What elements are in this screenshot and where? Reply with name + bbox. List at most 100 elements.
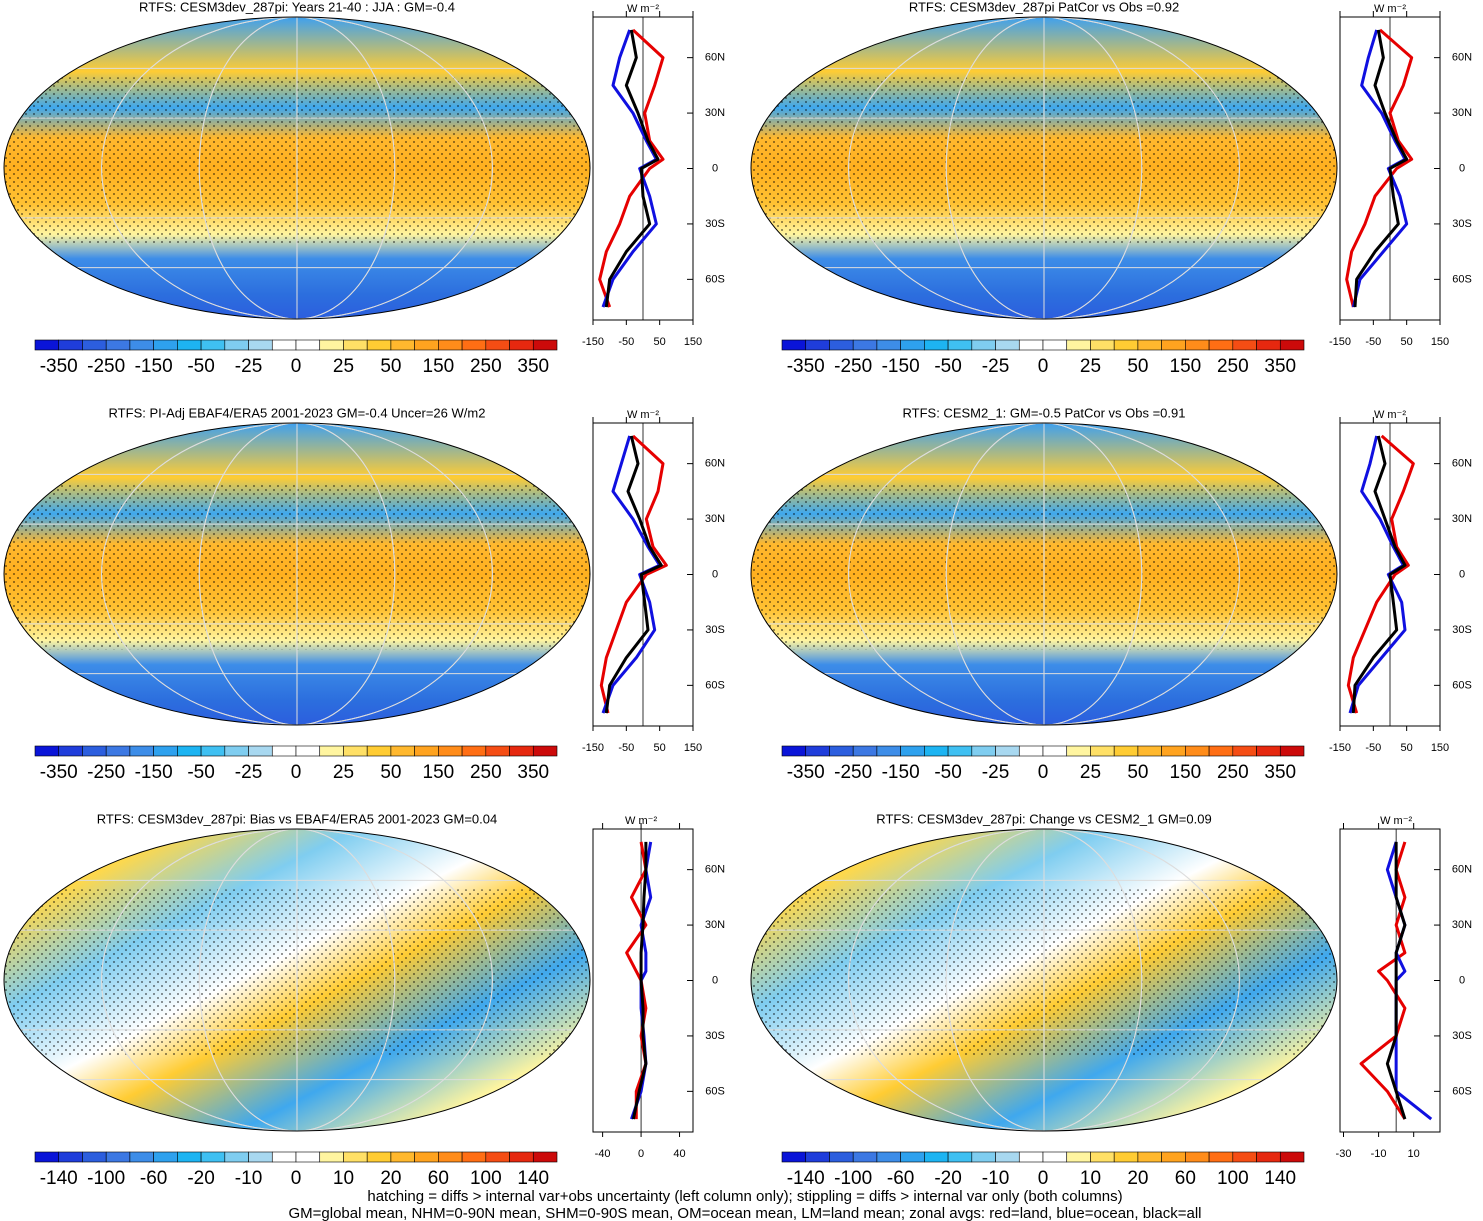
- panel-title: RTFS: CESM2_1: GM=-0.5 PatCor vs Obs =0.…: [903, 405, 1186, 420]
- colorbar-label: 150: [1170, 356, 1202, 377]
- colorbar-box: [971, 339, 996, 351]
- colorbar-label: -50: [934, 762, 961, 783]
- colorbar-box: [924, 339, 949, 351]
- colorbar-label: 0: [291, 356, 302, 377]
- colorbar-box: [900, 745, 925, 757]
- x-tick-label: -10: [1371, 1148, 1387, 1160]
- y-tick-label: 0: [1459, 568, 1465, 580]
- colorbar-box: [995, 339, 1020, 351]
- x-tick-label: 150: [684, 742, 702, 754]
- x-tick-label: 150: [684, 336, 702, 348]
- colorbar-box: [105, 1151, 131, 1163]
- colorbar-box: [1161, 1151, 1186, 1163]
- map-border: [750, 422, 1338, 726]
- y-tick-label: 60S: [1452, 1085, 1472, 1097]
- colorbar-label: -25: [982, 356, 1009, 377]
- y-tick-label: 60N: [1452, 52, 1472, 64]
- units-label: W m⁻²: [1374, 3, 1406, 15]
- colorbar-box: [924, 1151, 949, 1163]
- colorbar-box: [153, 1151, 178, 1163]
- zonal-line: [601, 435, 662, 714]
- x-tick-label: -40: [595, 1148, 611, 1160]
- colorbar-box: [414, 339, 439, 351]
- colorbar-box: [129, 1151, 154, 1163]
- x-tick-label: 0: [638, 1148, 644, 1160]
- colorbar-box: [852, 1151, 878, 1163]
- colorbar-label: -350: [787, 762, 825, 783]
- colorbar-box: [58, 339, 83, 351]
- panel-title: RTFS: CESM3dev_287pi: Change vs CESM2_1 …: [876, 811, 1211, 826]
- y-tick-label: 30N: [1452, 919, 1472, 931]
- x-tick-label: 40: [673, 1148, 685, 1160]
- x-tick-label: -150: [582, 742, 604, 754]
- y-tick-label: 0: [712, 568, 718, 580]
- colorbar-box: [366, 745, 392, 757]
- colorbar-box: [1137, 339, 1162, 351]
- map-border: [750, 828, 1338, 1132]
- colorbar-label: 140: [1264, 1168, 1296, 1189]
- colorbar-label: 10: [1080, 1168, 1101, 1189]
- colorbar-box: [1185, 745, 1210, 757]
- colorbar-box: [924, 745, 949, 757]
- colorbar-box: [947, 339, 973, 351]
- colorbar-label: -150: [135, 356, 173, 377]
- y-tick-label: 60S: [1452, 679, 1472, 691]
- x-tick-label: -150: [582, 336, 604, 348]
- colorbar-label: -140: [40, 1168, 78, 1189]
- colorbar-box: [805, 1151, 830, 1163]
- colorbar-label: -250: [87, 762, 125, 783]
- units-label: W m⁻²: [627, 409, 659, 421]
- colorbar-box: [224, 339, 249, 351]
- colorbar-box: [438, 1151, 463, 1163]
- colorbar-box: [1232, 339, 1257, 351]
- colorbar-box: [414, 745, 439, 757]
- x-tick-label: -150: [1329, 336, 1351, 348]
- colorbar-box: [852, 339, 878, 351]
- y-tick-label: 0: [1459, 974, 1465, 986]
- colorbar-box: [177, 745, 202, 757]
- colorbar-label: 20: [1127, 1168, 1148, 1189]
- zonal-line: [604, 29, 660, 308]
- y-tick-label: 60N: [705, 458, 725, 470]
- colorbar-box: [532, 339, 558, 351]
- colorbar-label: 10: [333, 1168, 354, 1189]
- colorbar-box: [900, 339, 925, 351]
- x-tick-label: 150: [1431, 742, 1449, 754]
- x-tick-label: -50: [618, 336, 634, 348]
- colorbar-label: 250: [470, 356, 502, 377]
- x-tick-label: -30: [1336, 1148, 1352, 1160]
- colorbar-label: 25: [333, 356, 354, 377]
- colorbar-box: [1018, 1151, 1044, 1163]
- colorbar-box: [58, 745, 83, 757]
- colorbar-box: [224, 745, 249, 757]
- colorbar-box: [82, 745, 107, 757]
- zonal-line: [1359, 841, 1407, 1120]
- colorbar-box: [995, 745, 1020, 757]
- colorbar-box: [1090, 1151, 1115, 1163]
- colorbar-label: -150: [135, 762, 173, 783]
- colorbar-box: [876, 745, 901, 757]
- colorbar-box: [82, 1151, 107, 1163]
- colorbar-label: 0: [1038, 762, 1049, 783]
- colorbar-label: 20: [380, 1168, 401, 1189]
- colorbar-box: [829, 1151, 854, 1163]
- colorbar-label: -250: [834, 762, 872, 783]
- colorbar-label: 50: [1127, 356, 1148, 377]
- colorbar-box: [153, 339, 178, 351]
- zonal-line: [598, 28, 665, 308]
- colorbar-box: [295, 745, 321, 757]
- colorbar-box: [177, 339, 202, 351]
- zonal-line: [1385, 841, 1433, 1121]
- y-tick-label: 60N: [705, 52, 725, 64]
- zonal-line: [1353, 29, 1409, 308]
- colorbar-label: -150: [882, 762, 920, 783]
- colorbar-label: -350: [40, 762, 78, 783]
- colorbar-box: [1018, 339, 1044, 351]
- x-tick-label: 50: [654, 336, 666, 348]
- colorbar-label: -250: [834, 356, 872, 377]
- colorbar-label: 250: [470, 762, 502, 783]
- colorbar-label: 350: [1264, 762, 1296, 783]
- colorbar-box: [343, 1151, 368, 1163]
- colorbar-box: [461, 339, 487, 351]
- colorbar-label: 50: [380, 356, 401, 377]
